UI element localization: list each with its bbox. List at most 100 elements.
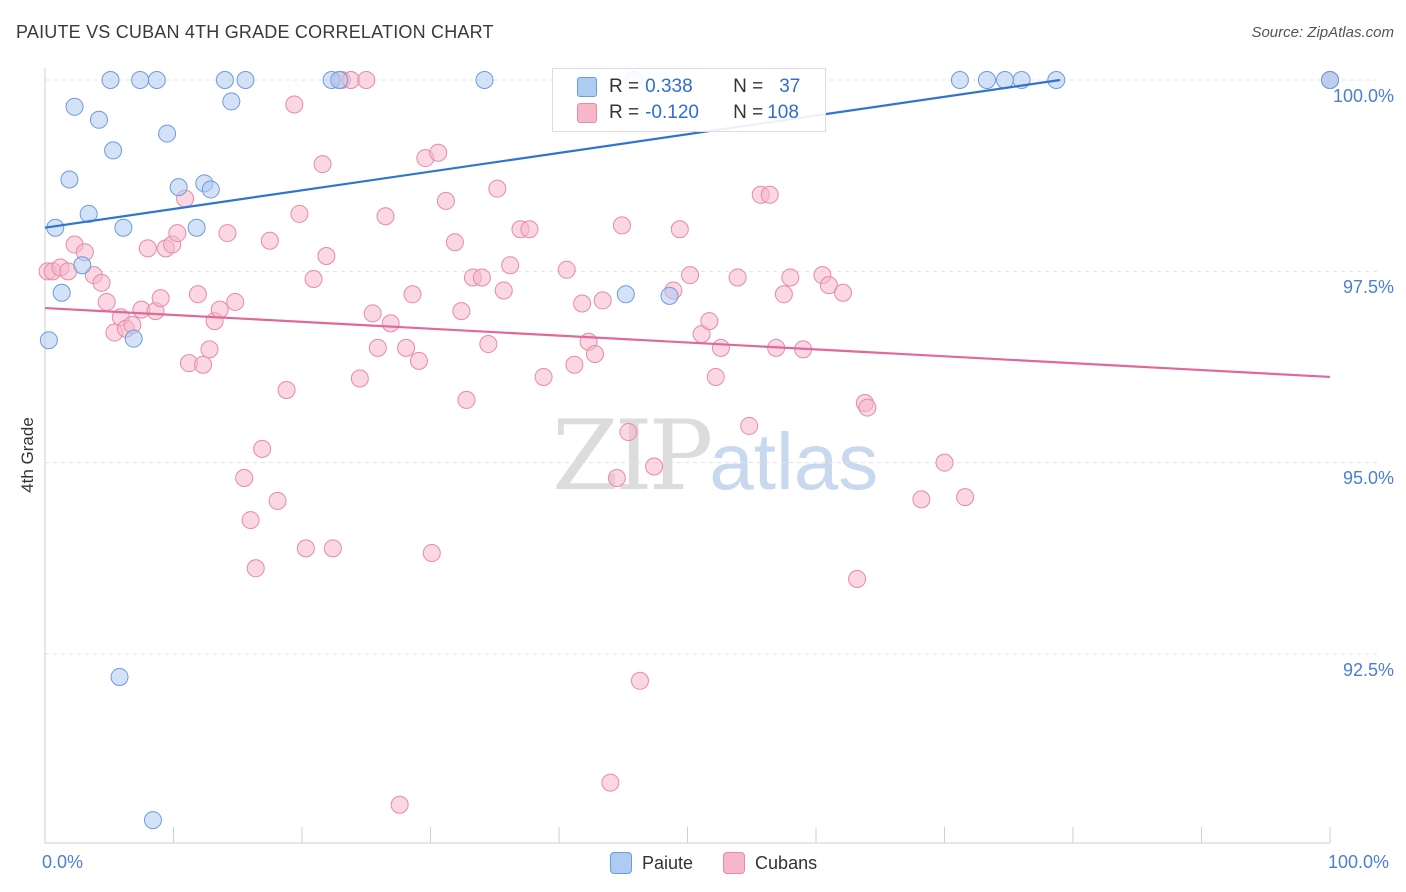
cubans-trend-line (44, 306, 1331, 379)
cubans-point (706, 367, 725, 386)
paiute-point (143, 811, 162, 830)
cubans-point (168, 224, 187, 243)
paiute-point (1321, 71, 1339, 89)
cubans-point (357, 71, 376, 89)
paiute-point (950, 71, 969, 89)
cubans-point (819, 276, 838, 295)
cubans-point (253, 439, 272, 458)
cubans-r-label: R = (609, 102, 640, 123)
series-legend: Paiute Cubans (610, 852, 817, 874)
paiute-n-label: N = (733, 76, 764, 97)
cubans-point (585, 344, 604, 363)
cubans-point (409, 351, 428, 370)
cubans-point (472, 268, 491, 287)
paiute-legend-swatch (610, 852, 632, 874)
y-axis-title: 4th Grade (18, 417, 37, 493)
y-tick-label-92-5: 92.5% (1342, 660, 1394, 680)
paiute-point (73, 256, 92, 275)
cubans-point (317, 247, 336, 266)
cubans-point (200, 340, 219, 359)
cubans-point (97, 292, 116, 311)
paiute-point (187, 218, 206, 237)
cubans-point (452, 302, 471, 321)
cubans-point (246, 559, 265, 578)
cubans-point (711, 338, 730, 357)
cubans-point (956, 488, 975, 507)
cubans-point (350, 369, 369, 388)
legend-row-paiute: R = 0.338 N = 37 (577, 75, 800, 99)
cubans-point (296, 539, 315, 558)
paiute-point (660, 286, 679, 305)
watermark-zip: ZIP (552, 400, 713, 512)
cubans-point (368, 338, 387, 357)
x-tick-label-min: 0.0% (42, 852, 84, 872)
paiute-point (475, 71, 494, 89)
cubans-point (740, 416, 759, 435)
cubans-point (188, 285, 207, 304)
cubans-point (445, 233, 464, 252)
paiute-point (114, 218, 133, 237)
cubans-point (218, 224, 237, 243)
paiute-point (977, 71, 996, 89)
cubans-point (277, 380, 296, 399)
cubans-point (323, 539, 342, 558)
watermark: ZIPatlas (552, 400, 878, 512)
cubans-point (422, 543, 441, 562)
cubans-point (935, 453, 954, 472)
cubans-point (534, 367, 553, 386)
cubans-point (501, 256, 520, 275)
cubans-point (833, 283, 852, 302)
cubans-point (290, 204, 309, 223)
cubans-point (488, 179, 507, 198)
paiute-point (110, 667, 129, 686)
cubans-point (573, 294, 592, 313)
paiute-point (169, 178, 188, 197)
cubans-point (304, 269, 323, 288)
cubans-point (381, 314, 400, 333)
stats-legend: R = 0.338 N = 37 R = -0.120 N = 108 (552, 68, 826, 132)
cubans-point (363, 304, 382, 323)
cubans-point (138, 239, 157, 258)
cubans-point (151, 289, 170, 308)
cubans-point (760, 185, 779, 204)
cubans-point (494, 281, 513, 300)
x-tick-label-max: 100.0% (1328, 852, 1390, 872)
legend-row-cubans: R = -0.120 N = 108 (577, 101, 799, 125)
cubans-n-value: 108 (767, 102, 799, 123)
cubans-point (700, 312, 719, 331)
cubans-point (774, 285, 793, 304)
paiute-point (65, 97, 84, 116)
paiute-point (147, 71, 166, 89)
paiute-point (201, 180, 220, 199)
cubans-point (912, 490, 931, 509)
cubans-point (210, 300, 229, 319)
cubans-point (619, 423, 638, 442)
cubans-point (645, 457, 664, 476)
paiute-point (52, 283, 71, 302)
cubans-r-value: -0.120 (645, 102, 699, 123)
cubans-point (403, 285, 422, 304)
cubans-legend-label: Cubans (755, 852, 818, 873)
cubans-point (670, 220, 689, 239)
paiute-point (89, 110, 108, 129)
cubans-point (520, 220, 539, 239)
paiute-point (330, 71, 349, 89)
paiute-n-value: 37 (779, 76, 801, 97)
cubans-n-label: N = (733, 102, 764, 123)
cubans-point (612, 216, 631, 235)
y-tick-label-95: 95.0% (1342, 468, 1394, 488)
paiute-point (60, 170, 79, 189)
cubans-point (313, 155, 332, 174)
paiute-swatch (577, 77, 597, 97)
cubans-point (436, 191, 455, 210)
cubans-point (601, 773, 620, 792)
cubans-point (397, 338, 416, 357)
cubans-point (479, 335, 498, 354)
paiute-point (131, 71, 150, 89)
paiute-trend-line (44, 78, 1061, 229)
y-tick-label-97-5: 97.5% (1342, 277, 1394, 297)
source-credit: Source: ZipAtlas.com (1251, 24, 1394, 41)
cubans-point (557, 260, 576, 279)
cubans-point (260, 231, 279, 250)
cubans-point (781, 268, 800, 287)
